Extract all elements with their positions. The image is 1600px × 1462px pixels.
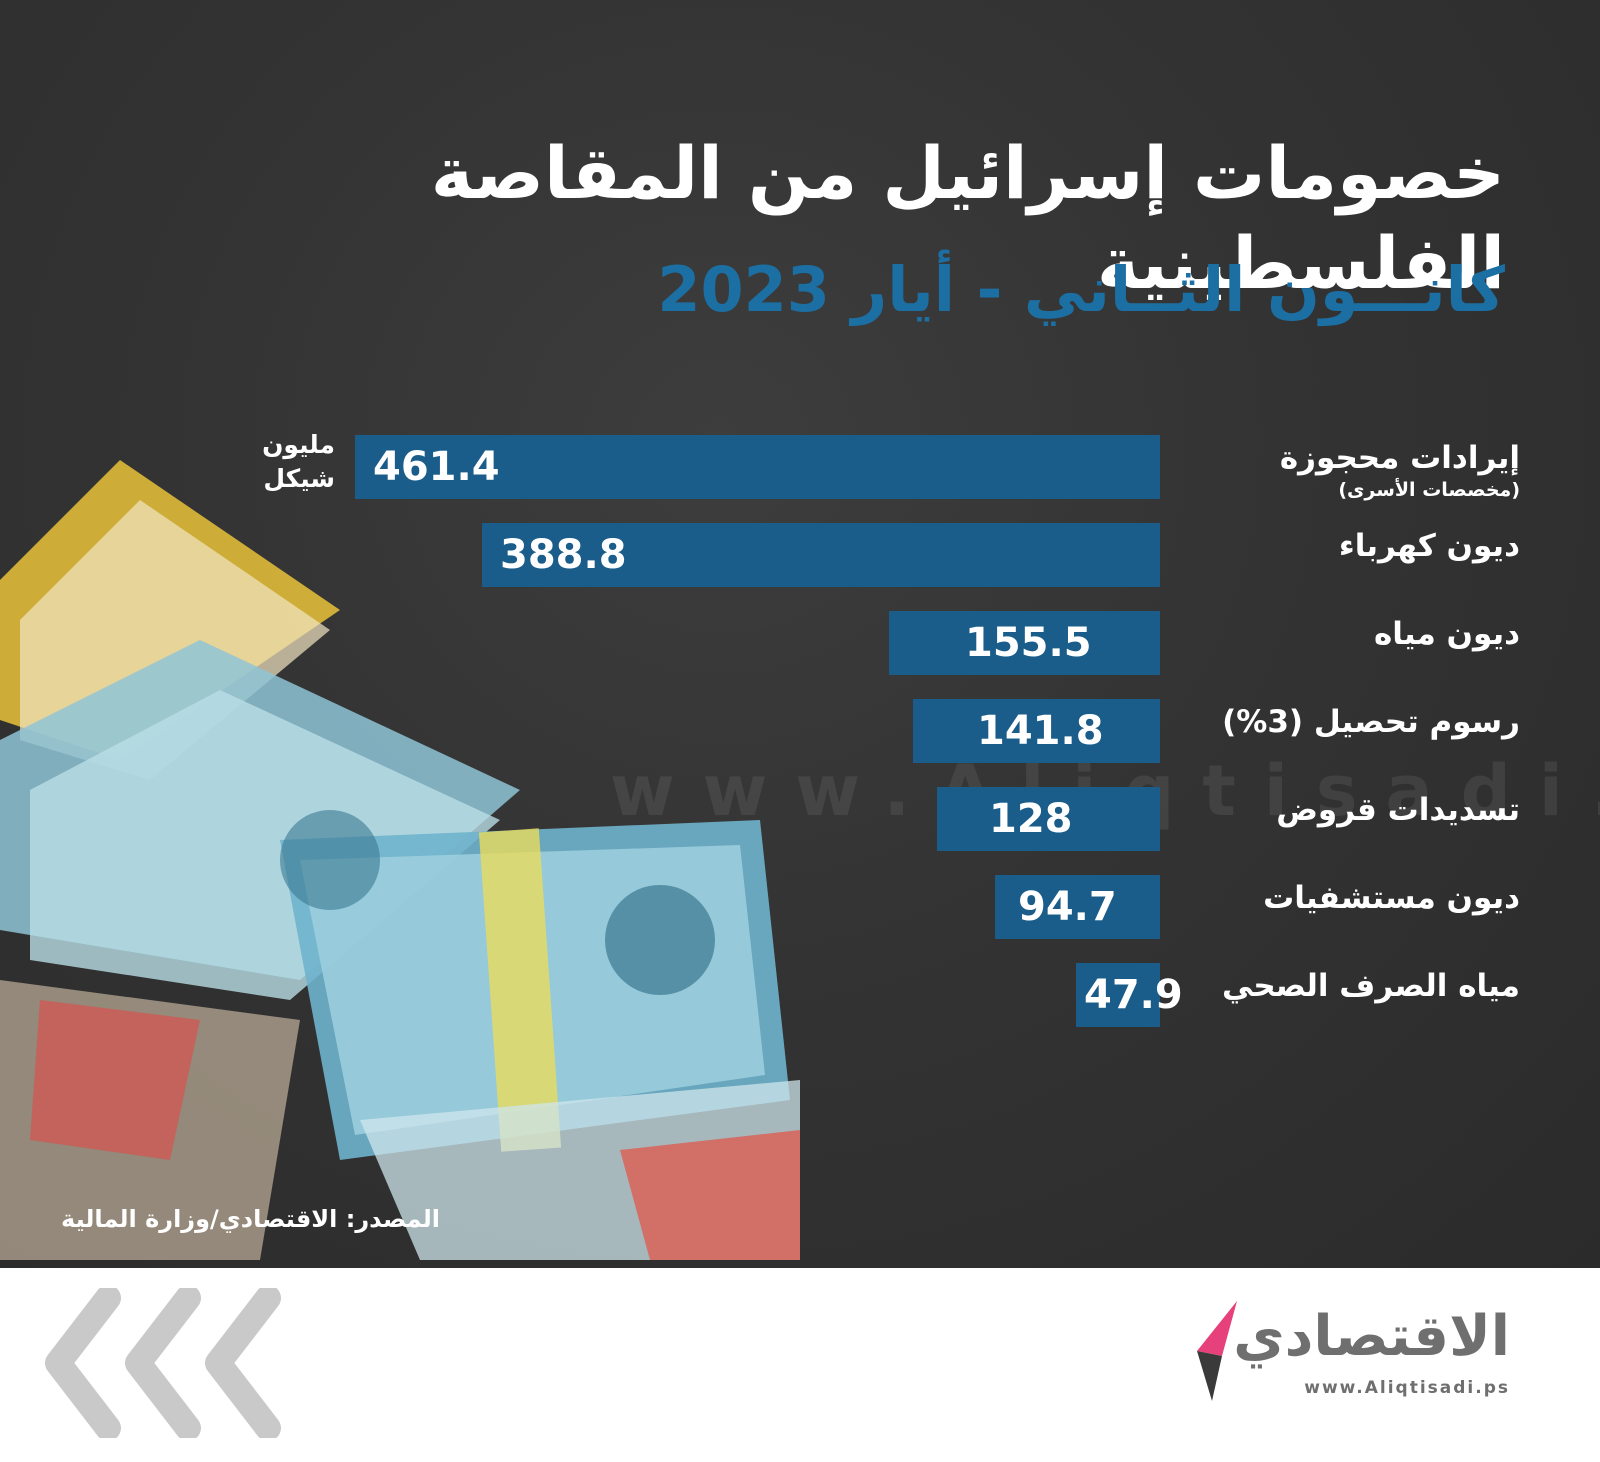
bar-value-label: 128 bbox=[989, 796, 1073, 842]
category-text: ديون كهرباء bbox=[1338, 528, 1520, 564]
bar-value-label: 94.7 bbox=[1018, 884, 1117, 930]
bar bbox=[1076, 963, 1160, 1027]
bar bbox=[937, 787, 1160, 851]
category-text: مياه الصرف الصحي bbox=[1222, 968, 1520, 1004]
bar bbox=[889, 611, 1160, 675]
category-text: رسوم تحصيل (3%) bbox=[1222, 704, 1520, 740]
category-note: (مخصصات الأسرى) bbox=[1338, 479, 1520, 501]
brand-name: الاقتصادي bbox=[1233, 1304, 1510, 1369]
dark-background: www.Aliqtisadi.ps خصومات إسرائيل من المق… bbox=[0, 0, 1600, 1268]
page-title: خصومات إسرائيل من المقاصة الفلسطينية bbox=[430, 131, 1505, 305]
bar bbox=[913, 699, 1160, 763]
category-label: مياه الصرف الصحي bbox=[1190, 967, 1520, 1005]
bar-value-label: 47.9 bbox=[1084, 972, 1183, 1018]
category-label: ديون مياه bbox=[1190, 615, 1520, 653]
bar-value-label: 155.5 bbox=[965, 620, 1092, 666]
bar-value-label: 461.4 bbox=[373, 444, 500, 490]
brand-url: www.Aliqtisadi.ps bbox=[1304, 1378, 1510, 1398]
category-text: ديون مياه bbox=[1373, 616, 1520, 652]
category-label: رسوم تحصيل (3%) bbox=[1190, 703, 1520, 741]
bar bbox=[482, 523, 1160, 587]
category-text: تسديدات قروض bbox=[1276, 792, 1520, 828]
category-label: ديون مستشفيات bbox=[1190, 879, 1520, 917]
bar-value-label: 141.8 bbox=[977, 708, 1104, 754]
unit-line-2: شيكل bbox=[263, 464, 335, 493]
category-text: ديون مستشفيات bbox=[1263, 880, 1520, 916]
brand-logo: الاقتصادي www.Aliqtisadi.ps bbox=[1110, 1296, 1510, 1436]
unit-label: مليون شيكل bbox=[215, 428, 335, 496]
category-text: إيرادات محجوزة bbox=[1279, 440, 1520, 476]
category-label: تسديدات قروض bbox=[1190, 791, 1520, 829]
footer: الاقتصادي www.Aliqtisadi.ps bbox=[0, 1268, 1600, 1462]
bar bbox=[355, 435, 1160, 499]
bar bbox=[995, 875, 1160, 939]
unit-line-1: مليون bbox=[262, 430, 335, 459]
banknotes-illustration bbox=[0, 460, 800, 1260]
bar-chart: 461.4 إيرادات محجوزة (مخصصات الأسرى) 388.8 د… bbox=[355, 435, 1520, 1027]
page-subtitle: كانـــون الثــاني - أيار 2023 bbox=[657, 253, 1505, 326]
bar-value-label: 388.8 bbox=[500, 532, 627, 578]
category-label: إيرادات محجوزة (مخصصات الأسرى) bbox=[1190, 439, 1520, 503]
logo-mark-icon bbox=[1197, 1301, 1237, 1401]
chevrons-icon bbox=[45, 1288, 281, 1438]
category-label: ديون كهرباء bbox=[1190, 527, 1520, 565]
source-text: المصدر: الاقتصادي/وزارة المالية bbox=[61, 1205, 440, 1233]
